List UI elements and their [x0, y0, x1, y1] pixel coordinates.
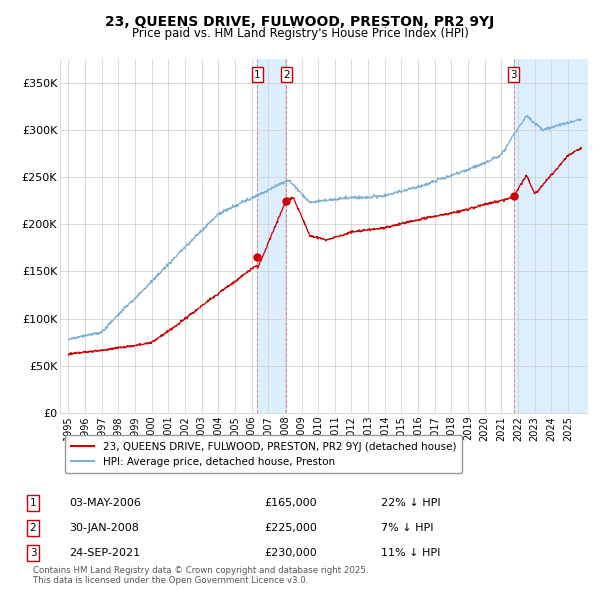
Text: 1: 1: [254, 70, 260, 80]
Text: £225,000: £225,000: [264, 523, 317, 533]
Text: £165,000: £165,000: [264, 498, 317, 507]
Legend: 23, QUEENS DRIVE, FULWOOD, PRESTON, PR2 9YJ (detached house), HPI: Average price: 23, QUEENS DRIVE, FULWOOD, PRESTON, PR2 …: [65, 435, 463, 473]
Text: 3: 3: [29, 548, 37, 558]
Text: 23, QUEENS DRIVE, FULWOOD, PRESTON, PR2 9YJ: 23, QUEENS DRIVE, FULWOOD, PRESTON, PR2 …: [106, 15, 494, 29]
Text: Price paid vs. HM Land Registry's House Price Index (HPI): Price paid vs. HM Land Registry's House …: [131, 27, 469, 40]
Bar: [514, 59, 588, 413]
Text: 22% ↓ HPI: 22% ↓ HPI: [381, 498, 440, 507]
Text: 2: 2: [283, 70, 290, 80]
Bar: [257, 59, 286, 413]
Text: 24-SEP-2021: 24-SEP-2021: [69, 548, 140, 558]
Text: £230,000: £230,000: [264, 548, 317, 558]
Text: 2: 2: [29, 523, 37, 533]
Text: 03-MAY-2006: 03-MAY-2006: [69, 498, 141, 507]
Text: 1: 1: [29, 498, 37, 507]
Text: 7% ↓ HPI: 7% ↓ HPI: [381, 523, 433, 533]
Text: 30-JAN-2008: 30-JAN-2008: [69, 523, 139, 533]
Text: 3: 3: [510, 70, 517, 80]
Text: Contains HM Land Registry data © Crown copyright and database right 2025.
This d: Contains HM Land Registry data © Crown c…: [33, 566, 368, 585]
Text: 11% ↓ HPI: 11% ↓ HPI: [381, 548, 440, 558]
